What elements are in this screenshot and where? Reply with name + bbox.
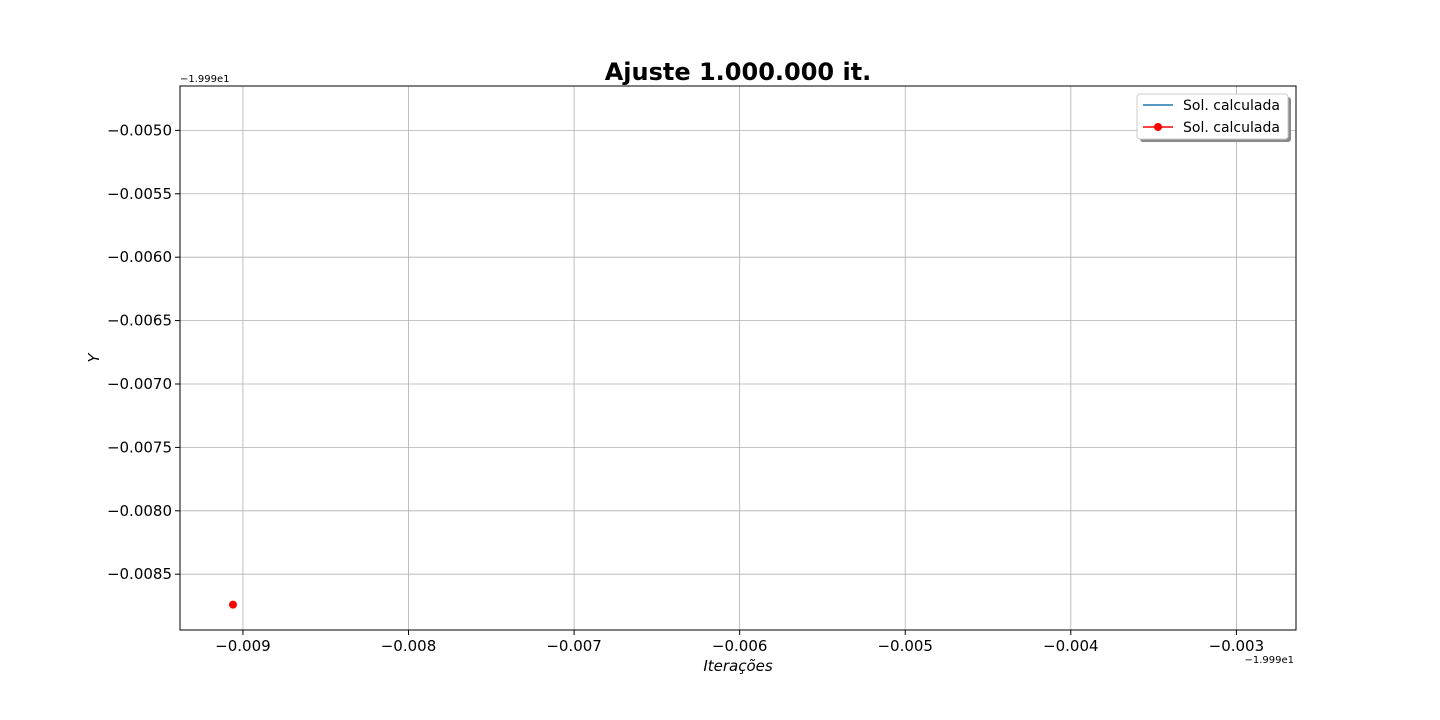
x-tick-label: −0.008 (381, 637, 437, 655)
y-axis-label: Y (85, 352, 103, 363)
x-axis-label: Iterações (703, 657, 773, 675)
legend: Sol. calculada Sol. calculada (1136, 93, 1291, 142)
y-tick-label: −0.0080 (107, 502, 172, 520)
y-axis-ticks: −0.0050 −0.0055 −0.0060 −0.0065 −0.0070 −0.00… (107, 121, 180, 583)
x-offset-label: −1.999e1 (1244, 655, 1294, 666)
y-tick-label: −0.0075 (107, 438, 172, 456)
x-tick-label: −0.009 (215, 637, 271, 655)
legend-marker (1154, 123, 1162, 131)
x-tick-label: −0.005 (877, 637, 933, 655)
data-point (228, 600, 237, 609)
y-tick-label: −0.0060 (107, 248, 172, 266)
legend-label: Sol. calculada (1183, 120, 1280, 136)
chart-title: Ajuste 1.000.000 it. (605, 58, 872, 86)
x-tick-label: −0.006 (712, 637, 768, 655)
x-tick-label: −0.003 (1209, 637, 1265, 655)
series-layer (228, 600, 237, 609)
legend-box (1136, 93, 1289, 140)
y-tick-label: −0.0085 (107, 565, 172, 583)
y-tick-label: −0.0070 (107, 375, 172, 393)
x-axis-ticks: −0.009 −0.008 −0.007 −0.006 −0.005 −0.004 −0.0… (215, 630, 1264, 655)
x-tick-label: −0.004 (1043, 637, 1099, 655)
legend-label: Sol. calculada (1183, 98, 1280, 114)
plot-frame (179, 85, 1297, 631)
grid (180, 86, 1296, 630)
y-tick-label: −0.0055 (107, 185, 172, 203)
x-tick-label: −0.007 (546, 637, 602, 655)
y-tick-label: −0.0050 (107, 121, 172, 139)
y-tick-label: −0.0065 (107, 312, 172, 330)
y-offset-label: −1.999e1 (180, 74, 230, 85)
